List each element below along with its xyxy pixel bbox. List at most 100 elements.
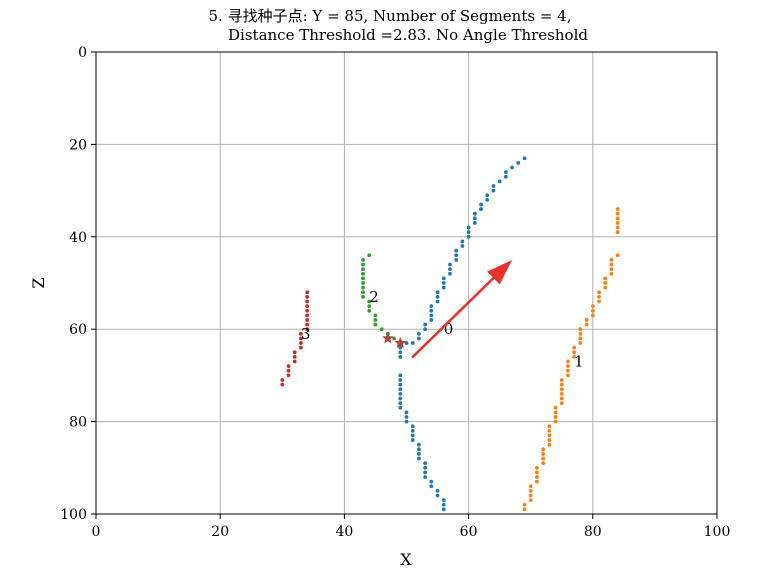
data-point-seg2 <box>367 253 372 258</box>
data-point-seg1 <box>566 368 570 373</box>
segment-label-3: 3 <box>301 325 311 343</box>
data-point-seg1 <box>566 373 570 378</box>
data-point-seg0 <box>503 170 508 175</box>
data-point-seg1 <box>553 419 558 424</box>
data-point-seg0 <box>404 341 409 345</box>
data-point-seg1 <box>547 433 552 438</box>
data-point-seg1 <box>578 331 583 336</box>
data-point-seg1 <box>535 479 539 484</box>
data-point-seg2 <box>373 313 378 318</box>
data-point-seg1 <box>559 378 564 382</box>
data-point-seg3 <box>305 318 310 322</box>
data-point-seg2 <box>367 299 372 304</box>
x-tick-label: 80 <box>584 524 602 540</box>
data-point-seg0 <box>398 391 403 396</box>
data-point-seg1 <box>609 267 614 272</box>
data-point-seg1 <box>528 498 533 503</box>
data-point-seg0 <box>441 285 446 290</box>
data-point-seg3 <box>299 336 303 341</box>
data-point-seg1 <box>584 322 589 327</box>
data-point-seg1 <box>541 456 546 461</box>
data-point-seg3 <box>286 368 291 373</box>
data-point-seg1 <box>566 364 570 369</box>
data-point-seg1 <box>566 359 570 364</box>
data-point-seg0 <box>429 308 434 313</box>
data-point-seg1 <box>615 253 620 258</box>
y-tick-label: 80 <box>69 415 87 431</box>
data-point-seg0 <box>516 160 521 165</box>
data-point-seg1 <box>609 258 614 262</box>
data-point-seg1 <box>547 424 552 429</box>
x-tick-label: 40 <box>335 524 353 540</box>
data-point-seg0 <box>423 461 428 466</box>
y-axis-label: Z <box>29 277 48 288</box>
data-point-seg1 <box>597 294 601 299</box>
segment-label-2: 2 <box>369 288 379 306</box>
data-point-seg1 <box>547 442 552 447</box>
data-point-seg0 <box>448 267 452 272</box>
data-point-seg0 <box>417 331 421 336</box>
data-point-seg0 <box>417 442 421 447</box>
data-point-seg1 <box>615 230 620 235</box>
data-point-seg0 <box>398 373 403 378</box>
data-point-seg0 <box>485 197 490 202</box>
data-point-seg3 <box>305 290 310 295</box>
data-point-seg1 <box>535 465 539 470</box>
data-point-seg1 <box>615 225 620 230</box>
data-point-seg1 <box>578 327 583 332</box>
data-point-seg0 <box>435 299 440 304</box>
data-point-seg2 <box>379 327 384 332</box>
data-point-seg0 <box>454 253 459 258</box>
data-point-seg0 <box>441 498 446 503</box>
data-point-seg1 <box>559 396 564 401</box>
data-point-seg0 <box>398 387 403 392</box>
data-point-seg1 <box>547 428 552 433</box>
data-point-seg1 <box>578 336 583 341</box>
x-tick-label: 100 <box>704 524 731 540</box>
data-point-seg2 <box>361 276 365 281</box>
seed-point-star <box>382 332 394 344</box>
data-point-seg1 <box>535 475 539 479</box>
data-point-seg1 <box>615 207 620 211</box>
data-point-seg3 <box>299 345 303 350</box>
data-point-seg0 <box>429 484 434 489</box>
data-point-seg1 <box>590 308 595 313</box>
data-point-seg0 <box>435 294 440 299</box>
data-point-seg0 <box>435 493 440 498</box>
data-point-seg1 <box>528 493 533 498</box>
data-point-seg3 <box>299 341 303 345</box>
data-point-seg1 <box>547 438 552 442</box>
data-point-seg1 <box>590 313 595 318</box>
data-point-seg2 <box>361 262 365 267</box>
data-point-seg2 <box>361 281 365 285</box>
data-point-seg0 <box>417 452 421 456</box>
data-point-seg0 <box>417 456 421 461</box>
data-point-seg3 <box>280 378 285 382</box>
data-point-seg1 <box>528 489 533 493</box>
data-point-seg0 <box>454 258 459 262</box>
data-point-seg0 <box>410 341 415 345</box>
data-point-seg0 <box>479 202 483 207</box>
data-point-seg0 <box>404 410 409 415</box>
data-point-seg2 <box>367 308 372 313</box>
data-point-seg1 <box>572 345 577 350</box>
data-point-seg1 <box>559 401 564 406</box>
data-point-seg2 <box>361 271 365 276</box>
data-point-seg0 <box>429 304 434 308</box>
data-point-seg1 <box>615 221 620 225</box>
plot-frame <box>95 51 718 515</box>
data-point-seg3 <box>286 364 291 369</box>
x-tick-label: 0 <box>92 524 101 540</box>
arrow-shaft <box>411 276 495 359</box>
data-point-seg1 <box>559 382 564 387</box>
data-point-seg0 <box>398 350 403 355</box>
data-point-seg1 <box>541 447 546 452</box>
data-point-seg1 <box>603 281 608 285</box>
data-point-seg1 <box>522 507 527 512</box>
data-point-seg2 <box>367 304 372 308</box>
data-point-seg0 <box>410 433 415 438</box>
data-point-seg1 <box>535 470 539 475</box>
data-point-seg0 <box>441 502 446 507</box>
